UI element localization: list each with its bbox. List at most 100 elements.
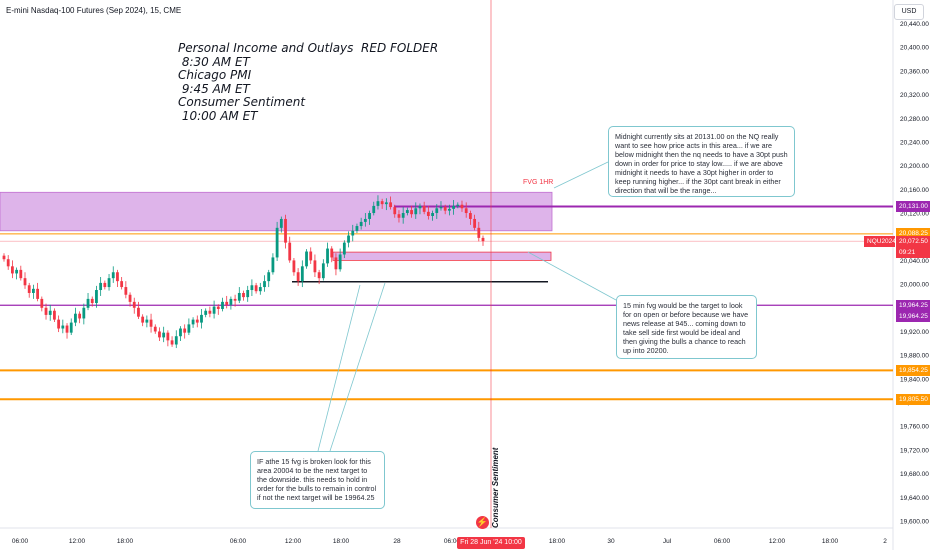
x-tick-label: 18:00 [549, 538, 566, 545]
candle-body [78, 313, 82, 319]
candle-body [393, 207, 397, 215]
candle-body [338, 254, 342, 270]
candle-body [15, 269, 19, 274]
x-tick-label: Jul [663, 538, 672, 545]
candle-body [132, 301, 136, 308]
candle-body [279, 218, 283, 228]
candle-body [19, 269, 23, 279]
event-line: 9:45 AM ET [178, 81, 250, 96]
candle-body [99, 282, 103, 291]
note-midnight[interactable]: Midnight currently sits at 20131.00 on t… [608, 126, 795, 197]
price-level-label: 19,854.25 [896, 364, 930, 376]
candle-body [40, 298, 44, 308]
candle-body [368, 213, 371, 219]
fvg-1hr-label: FVG 1HR [523, 179, 554, 186]
candle-body [183, 328, 187, 333]
candle-body [326, 248, 329, 264]
candle-body [439, 207, 443, 209]
x-tick-label: 06:00 [714, 538, 731, 545]
candle-body [267, 272, 271, 282]
candle-body [447, 208, 451, 211]
x-tick-label: 06:00 [444, 538, 461, 545]
x-tick-label: 28 [393, 538, 401, 545]
candle-body [36, 288, 40, 299]
candle-body [473, 218, 476, 228]
candle-body [254, 285, 258, 292]
candle-body [380, 201, 384, 205]
fvg-1hr-zone [0, 191, 553, 232]
candle-body [477, 227, 481, 238]
candle-body [422, 205, 426, 212]
x-tick-label: 2 [883, 538, 887, 545]
y-tick-label: 20,320.00 [900, 92, 929, 99]
candle-body [309, 251, 313, 261]
y-tick-label: 19,680.00 [900, 471, 929, 478]
y-tick-label: 19,880.00 [900, 353, 929, 360]
x-tick-label: 18:00 [822, 538, 839, 545]
candle-body [355, 226, 359, 231]
candle-body [103, 282, 107, 288]
candle-body [410, 210, 413, 215]
candle-body [292, 260, 296, 273]
candle-body [174, 336, 178, 345]
news-events: Personal Income and Outlays RED FOLDER 8… [178, 41, 438, 123]
y-tick-label: 20,200.00 [900, 163, 929, 170]
candle-body [145, 319, 149, 323]
candle-body [250, 285, 254, 291]
candle-body [313, 260, 317, 273]
candle-body [6, 259, 10, 267]
candle-body [221, 301, 224, 309]
candle-body [11, 266, 14, 274]
candle-body [95, 290, 98, 304]
candle-body [229, 298, 233, 305]
candle-body [334, 257, 338, 270]
candle-body [216, 306, 220, 309]
candle-body [397, 214, 401, 218]
candle-body [271, 257, 275, 273]
candle-body [284, 218, 287, 243]
price-level-label: 20,072.50 [896, 235, 930, 247]
candle-body [233, 298, 237, 301]
candle-body [48, 310, 52, 315]
candle-body [431, 213, 434, 216]
crosshair-time-label: Fri 28 Jun '24 10:00 [457, 537, 525, 549]
price-level-label: 20,088.25 [896, 228, 930, 240]
candle-body [124, 287, 128, 295]
countdown-label: 09:21 [896, 246, 930, 258]
y-tick-label: 19,600.00 [900, 519, 929, 526]
currency-button[interactable]: USD [894, 4, 924, 20]
candle-body [384, 202, 388, 205]
y-tick-label: 20,040.00 [900, 258, 929, 265]
candle-body [27, 285, 31, 293]
x-tick-label: 12:00 [285, 538, 302, 545]
candle-body [456, 204, 460, 206]
candle-body [153, 326, 157, 332]
event-line: 8:30 AM ET [178, 54, 250, 69]
y-tick-label: 20,400.00 [900, 45, 929, 52]
candle-body [187, 324, 191, 333]
candle-body [376, 201, 380, 206]
candle-body [128, 294, 132, 302]
candle-body [23, 278, 27, 286]
y-tick-label: 19,920.00 [900, 329, 929, 336]
note-15min-fvg[interactable]: 15 min fvg would be the target to look f… [616, 295, 757, 359]
y-tick-label: 20,240.00 [900, 139, 929, 146]
candle-body [208, 310, 212, 314]
candle-body [246, 290, 250, 298]
fvg-15min-zone [332, 251, 552, 261]
candle-body [363, 218, 367, 222]
candle-body [321, 263, 325, 279]
candle-body [149, 319, 153, 327]
y-tick-label: 20,000.00 [900, 282, 929, 289]
lightning-icon[interactable]: ⚡ [476, 516, 489, 529]
candle-body [166, 332, 170, 341]
candle-body [330, 248, 334, 258]
y-tick-label: 20,120.00 [900, 211, 929, 218]
note-fvg-break[interactable]: IF athe 15 fvg is broken look for this a… [250, 451, 385, 509]
candle-body [342, 242, 346, 255]
callout-connector [329, 282, 386, 452]
callout-connector [553, 161, 609, 189]
candle-body [111, 272, 115, 279]
candle-body [464, 208, 468, 214]
